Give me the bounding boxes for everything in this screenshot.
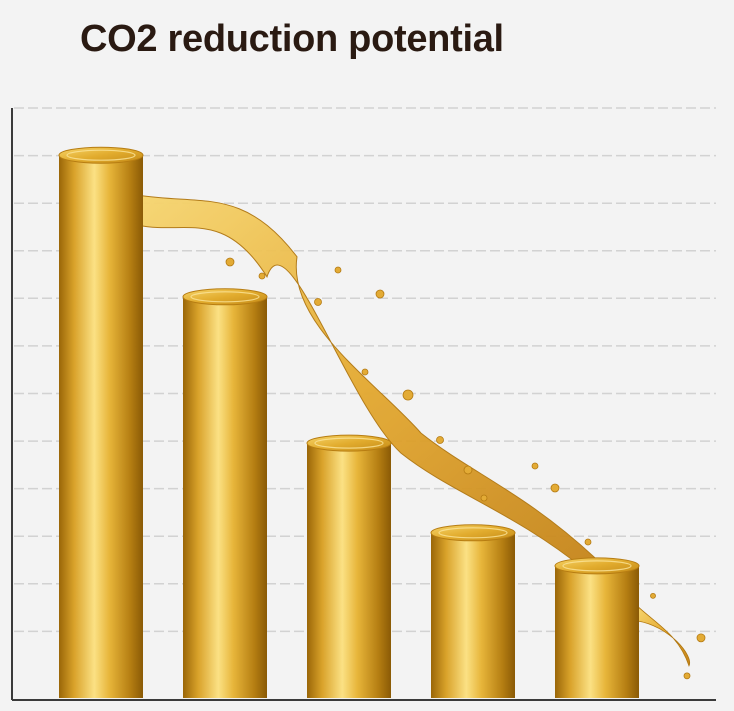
chart-title: CO2 reduction potential bbox=[80, 18, 504, 60]
liquid-splash bbox=[138, 194, 706, 680]
bar-5 bbox=[554, 557, 640, 698]
bar-3 bbox=[306, 434, 392, 698]
bar-1 bbox=[58, 146, 144, 698]
bar-2 bbox=[182, 288, 268, 698]
bar-4 bbox=[430, 524, 516, 698]
bars bbox=[58, 146, 640, 698]
